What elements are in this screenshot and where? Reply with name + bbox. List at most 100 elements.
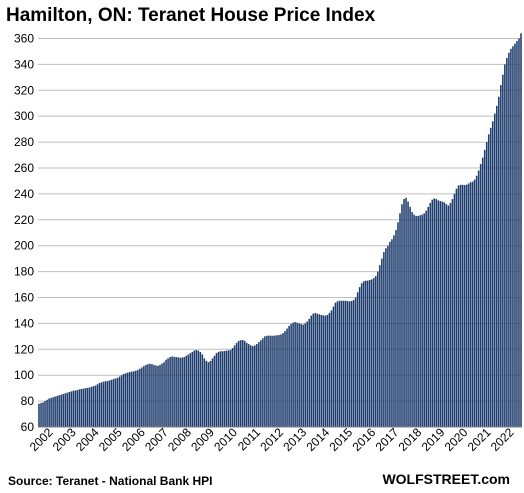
bar [312, 313, 315, 427]
bar [338, 300, 341, 427]
bar [264, 336, 266, 427]
bar [223, 350, 226, 427]
bar [477, 170, 480, 427]
bar [403, 199, 405, 427]
bar [467, 183, 470, 427]
bar [161, 363, 163, 427]
bar [209, 360, 212, 427]
bar [334, 302, 337, 427]
bar [316, 313, 319, 427]
bar [110, 379, 113, 427]
bar [126, 372, 129, 427]
bar [171, 356, 173, 427]
bar [130, 371, 133, 427]
bar [262, 338, 264, 427]
bar [167, 358, 169, 427]
bar [294, 322, 296, 427]
bar [290, 324, 292, 427]
bar [268, 335, 270, 427]
bar [286, 328, 288, 427]
bar [397, 222, 399, 427]
bar [40, 403, 42, 427]
bar [520, 33, 522, 428]
bar [318, 314, 321, 427]
bar [145, 364, 147, 427]
bar [251, 346, 254, 427]
bar [356, 292, 359, 427]
bar [159, 364, 161, 427]
bar [282, 333, 284, 427]
bar [370, 279, 373, 427]
bar [266, 335, 268, 427]
bar [493, 113, 496, 427]
bar [215, 353, 218, 427]
bar [439, 201, 442, 427]
bar [56, 395, 58, 427]
y-tick-label: 120 [14, 342, 34, 356]
bar [288, 325, 290, 427]
bar [498, 96, 500, 427]
bar [183, 357, 185, 427]
bar [387, 245, 389, 427]
bar [284, 331, 286, 427]
bar [435, 199, 438, 427]
bar [46, 399, 48, 427]
bar [272, 335, 274, 427]
bar [496, 105, 498, 427]
bar [139, 368, 141, 427]
y-tick-label: 140 [14, 316, 34, 330]
bar [332, 306, 335, 427]
bar [487, 134, 490, 427]
bar [241, 339, 244, 427]
bar [330, 310, 333, 427]
bar [116, 377, 119, 427]
bar [203, 358, 206, 427]
bar [385, 248, 387, 427]
bar [455, 188, 458, 427]
bar [245, 342, 248, 427]
bar [377, 271, 379, 427]
x-tick-label: 2015 [326, 425, 355, 454]
gridlines [38, 37, 522, 402]
bar [314, 313, 317, 427]
bar [348, 301, 351, 427]
bar [409, 206, 411, 427]
bar [415, 215, 417, 427]
bar [54, 396, 56, 427]
bar [205, 360, 208, 427]
x-tick-label: 2012 [257, 425, 286, 454]
bar [118, 376, 121, 427]
bar [306, 321, 309, 427]
bar [372, 278, 375, 427]
bar [433, 198, 436, 427]
bar [153, 364, 155, 427]
bar [60, 394, 62, 427]
bar [219, 351, 222, 427]
bar [423, 213, 425, 427]
bar [308, 318, 311, 427]
bar [48, 398, 50, 427]
bar [401, 204, 403, 427]
bar [489, 127, 492, 427]
bar [304, 323, 306, 427]
bar [425, 210, 427, 427]
x-tick-label: 2018 [396, 425, 425, 454]
bar [231, 348, 234, 427]
bar [389, 241, 391, 427]
bar [270, 335, 272, 427]
bar [479, 164, 482, 427]
bar [147, 364, 149, 427]
y-tick-label: 100 [14, 368, 34, 382]
bar [360, 283, 363, 427]
brand-logo-text: WOLFSTREET.com [382, 471, 510, 487]
bar [459, 184, 462, 427]
bar [163, 362, 165, 427]
bar [155, 365, 157, 427]
bar [393, 235, 395, 427]
bar [413, 214, 415, 427]
bar [280, 334, 282, 427]
bar [199, 351, 202, 427]
x-tick-label: 2022 [488, 425, 517, 454]
bar [326, 314, 329, 427]
bar [354, 297, 357, 427]
